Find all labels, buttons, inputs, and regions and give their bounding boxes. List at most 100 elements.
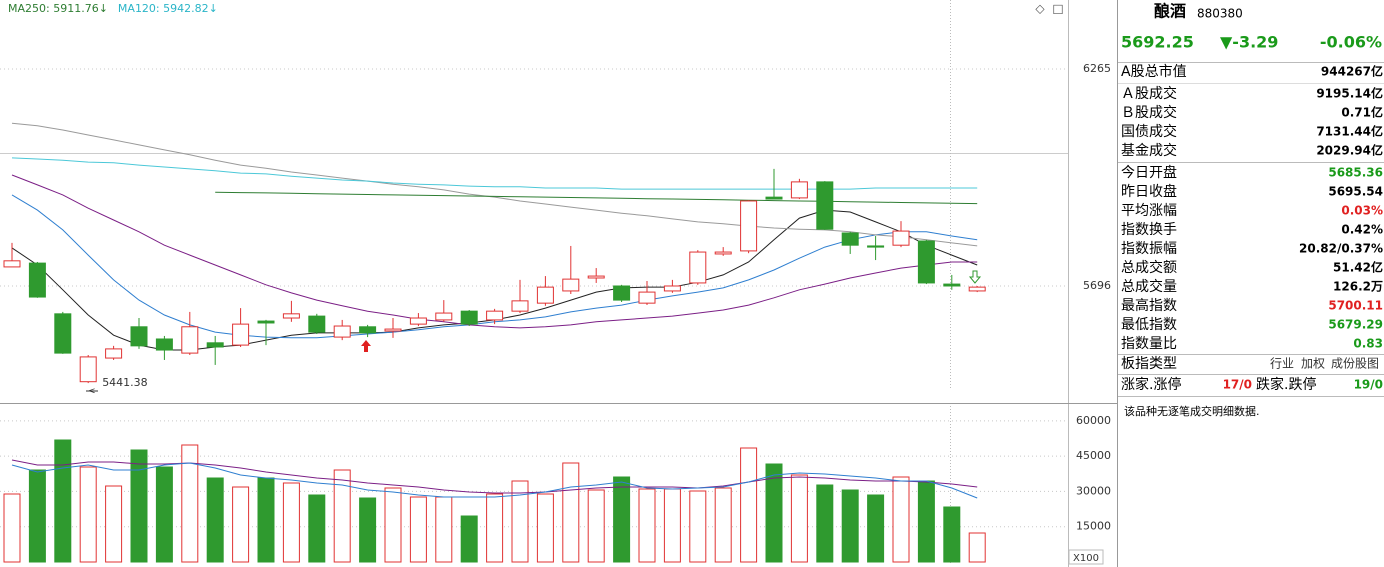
candle-body [409, 317, 427, 325]
row-label: 板指类型 [1121, 356, 1177, 372]
volume-bar [28, 469, 46, 563]
y-tick-label: 45000 [1076, 449, 1111, 462]
volume-bar [511, 480, 529, 563]
y-tick-label: 6265 [1083, 62, 1111, 75]
candle-body [460, 310, 478, 325]
volume-bar [308, 494, 326, 563]
candle-body [486, 310, 504, 321]
row-value: 9195.14亿 [1316, 86, 1383, 101]
ma-line [215, 191, 978, 205]
row-label: 基金成交 [1121, 142, 1177, 159]
panel-price: 5692.25 [1121, 33, 1194, 52]
volume-bar [892, 476, 910, 563]
candle-body [536, 286, 554, 304]
volume-bar [3, 493, 21, 563]
row-value: 0.03% [1341, 204, 1383, 218]
y-tick-label: 15000 [1076, 520, 1111, 533]
candle-body [892, 230, 910, 246]
row-value: 944267亿 [1321, 64, 1383, 79]
row-value: 20.82/0.37% [1299, 242, 1383, 256]
candle-body [867, 245, 885, 248]
row-label: 指数量比 [1121, 336, 1177, 352]
volume-bar [689, 490, 707, 563]
breadth-label: 涨家.涨停 [1121, 376, 1181, 393]
row-label: 总成交量 [1121, 278, 1177, 295]
candle-body [359, 326, 377, 334]
candle-body [181, 326, 199, 354]
legend-entry: MA250: 5911.76↓ [8, 2, 108, 15]
volume-bar [460, 515, 478, 563]
volume-bar [282, 482, 300, 563]
candle-body [841, 232, 859, 246]
row-value: 5685.36 [1328, 166, 1383, 180]
volume-bar [435, 496, 453, 563]
row-label: 国债成交 [1121, 123, 1177, 140]
type-link[interactable]: 加权 [1301, 357, 1325, 371]
volume-bar [486, 493, 504, 563]
candle-body [3, 260, 21, 268]
volume-bar [638, 488, 656, 563]
candle-body [790, 181, 808, 199]
icon-square[interactable]: □ [1052, 2, 1063, 16]
row-value: 0.71亿 [1341, 105, 1383, 120]
candle-body [130, 326, 148, 347]
candle-body [54, 313, 72, 354]
candle-body [79, 356, 97, 383]
volume-bar [384, 487, 402, 563]
volume-bar [917, 480, 935, 563]
candle-body [333, 325, 351, 338]
volume-bar [130, 449, 148, 563]
panel-name: 酿酒 [1154, 2, 1186, 21]
row-value: 2029.94亿 [1316, 143, 1383, 158]
volume-bar [79, 466, 97, 563]
panel-code: 880380 [1197, 7, 1243, 21]
low-pointer-head: < [88, 387, 96, 397]
volume-bar [613, 476, 631, 563]
row-label: 最高指数 [1121, 297, 1177, 314]
type-link[interactable]: 行业 [1270, 357, 1294, 371]
breadth-value: 17/0 [1223, 378, 1252, 392]
candle-body [155, 338, 173, 351]
type-link[interactable]: 成份股图 [1331, 357, 1379, 371]
candle-body [28, 262, 46, 298]
candle-body [663, 285, 681, 292]
candle-body [206, 342, 224, 348]
row-label: Ａ股成交 [1121, 85, 1177, 102]
volume-bar [663, 488, 681, 563]
candle-body [232, 323, 250, 346]
volume-bar [333, 469, 351, 563]
row-label: 今日开盘 [1121, 164, 1177, 181]
breadth-value: 19/0 [1354, 378, 1383, 392]
icon-diamond[interactable]: ◇ [1035, 2, 1045, 16]
candle-body [308, 315, 326, 333]
candle-body [917, 240, 935, 284]
ma-line [11, 174, 978, 329]
candle-body [816, 181, 834, 230]
row-label: A股总市值 [1121, 63, 1187, 80]
row-label: Ｂ股成交 [1121, 104, 1177, 121]
volume-bar [206, 477, 224, 563]
unit-label: X100 [1073, 553, 1099, 564]
candle-body [765, 196, 783, 200]
volume-ma-line [11, 459, 978, 494]
panel-note: 该品种无逐笔成交明细数据. [1124, 404, 1260, 418]
y-tick-label: 30000 [1076, 484, 1111, 497]
candle-body [943, 283, 961, 287]
candle-body [257, 320, 275, 324]
volume-bar [409, 496, 427, 563]
candle-body [562, 278, 580, 292]
row-value: 0.42% [1341, 223, 1383, 237]
y-tick-label: 60000 [1076, 414, 1111, 427]
row-value: 5700.11 [1328, 299, 1383, 313]
volume-bar [54, 439, 72, 563]
volume-bar [536, 493, 554, 563]
candle-body [105, 348, 123, 359]
row-label: 指数振幅 [1121, 241, 1177, 257]
volume-bar [841, 489, 859, 563]
volume-bar [790, 474, 808, 563]
buy-arrow [361, 340, 371, 352]
candle-body [714, 251, 732, 255]
candle-body [282, 313, 300, 319]
row-value: 7131.44亿 [1316, 124, 1383, 139]
